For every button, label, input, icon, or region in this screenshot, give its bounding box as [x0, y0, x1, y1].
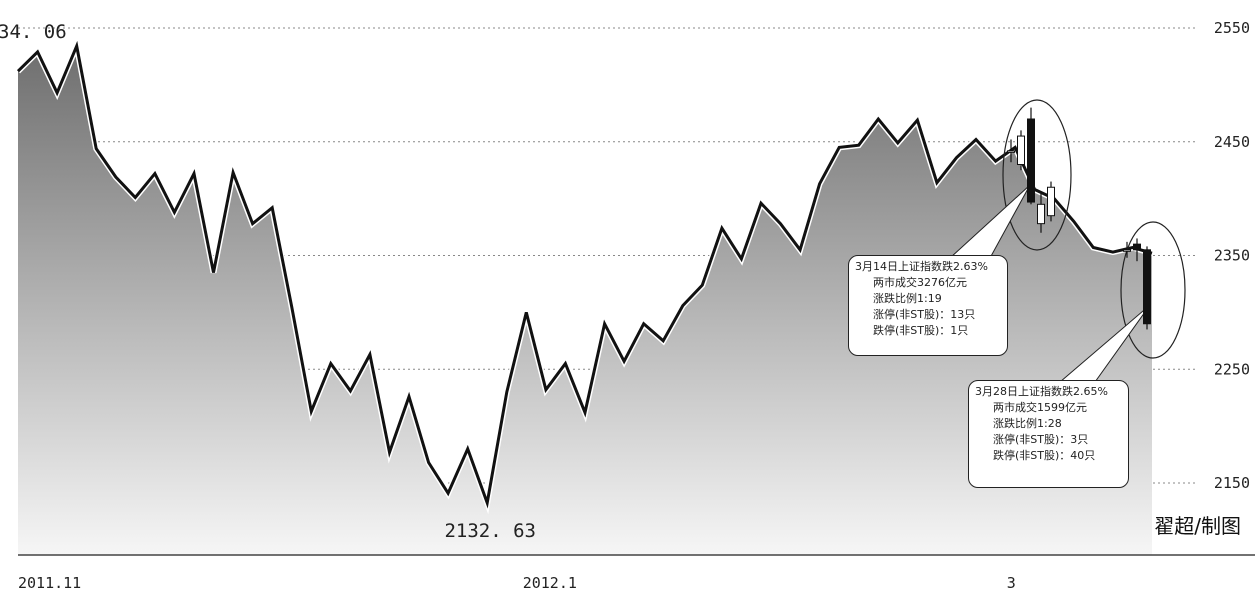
- candlesticks: [1007, 107, 1151, 330]
- callout-2-line-5: 跌停(非ST股)：40只: [993, 449, 1096, 462]
- x-tick-label: 2011.11: [18, 574, 81, 592]
- callout-1-line-3: 涨跌比例1:19: [873, 292, 942, 305]
- series-line: [16, 40, 1153, 509]
- min-value-label: 2132. 63: [444, 520, 536, 542]
- chart-credit: 翟超/制图: [1154, 514, 1241, 538]
- callout-1-line-1: 3月14日上证指数跌2.63%: [855, 260, 988, 273]
- callout-2-line-2: 两市成交1599亿元: [993, 401, 1087, 414]
- highlight-ellipse-1: [1002, 99, 1072, 251]
- candle-body: [1143, 249, 1151, 325]
- y-tick-label: 2150: [1214, 474, 1250, 492]
- callout-box-1: 3月14日上证指数跌2.63% 两市成交3276亿元 涨跌比例1:19 涨停(非…: [848, 255, 1008, 356]
- callout-1-line-2: 两市成交3276亿元: [873, 276, 967, 289]
- x-tick-label: 3: [1007, 574, 1016, 592]
- max-value-label: 2534. 06: [0, 21, 67, 43]
- candle-body: [1007, 150, 1015, 153]
- callout-2-line-4: 涨停(非ST股)：3只: [993, 433, 1089, 446]
- candle-body: [1047, 186, 1055, 217]
- area-fill: [18, 46, 1152, 555]
- callout-1-line-5: 跌停(非ST股)：1只: [873, 324, 969, 337]
- callout-2-line-3: 涨跌比例1:28: [993, 417, 1062, 430]
- candle-body: [1133, 243, 1141, 251]
- y-tick-label: 2550: [1214, 19, 1250, 37]
- y-tick-label: 2350: [1214, 247, 1250, 265]
- candle-body: [1027, 118, 1035, 203]
- candle-body: [1017, 135, 1025, 165]
- x-axis-labels: 2011.11 2012.1 3: [18, 574, 1016, 592]
- candle-body: [1123, 249, 1131, 252]
- y-tick-label: 2250: [1214, 360, 1250, 378]
- highlight-ellipse-2: [1120, 221, 1186, 359]
- callout-box-2: 3月28日上证指数跌2.65% 两市成交1599亿元 涨跌比例1:28 涨停(非…: [968, 380, 1129, 488]
- candle-body: [1037, 203, 1045, 225]
- y-axis: 2550 2450 2350 2250 2150: [1214, 19, 1250, 492]
- callout-1-line-4: 涨停(非ST股)：13只: [873, 308, 976, 321]
- callout-2-line-1: 3月28日上证指数跌2.65%: [975, 385, 1108, 398]
- y-tick-label: 2450: [1214, 133, 1250, 151]
- x-tick-label: 2012.1: [523, 574, 577, 592]
